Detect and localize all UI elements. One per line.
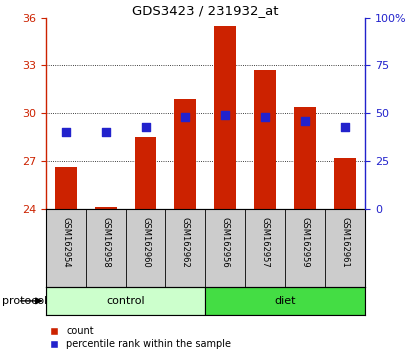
Text: GSM162957: GSM162957 — [261, 217, 270, 267]
Point — [62, 130, 69, 135]
Legend: count, percentile rank within the sample: count, percentile rank within the sample — [51, 326, 231, 349]
Point — [342, 124, 349, 130]
Point — [302, 118, 309, 124]
Point — [102, 130, 109, 135]
Text: GSM162956: GSM162956 — [221, 217, 230, 267]
Bar — [334, 158, 356, 209]
Bar — [174, 99, 196, 209]
Text: GSM162958: GSM162958 — [101, 217, 110, 267]
Text: protocol: protocol — [2, 296, 47, 306]
Bar — [294, 107, 316, 209]
Bar — [134, 137, 156, 209]
Bar — [254, 70, 276, 209]
Text: GSM162962: GSM162962 — [181, 217, 190, 267]
Point — [142, 124, 149, 130]
Point — [222, 112, 229, 118]
Text: GSM162960: GSM162960 — [141, 217, 150, 267]
Text: GSM162961: GSM162961 — [341, 217, 350, 267]
Point — [182, 114, 189, 120]
Bar — [95, 207, 117, 209]
Bar — [46, 287, 205, 315]
Point — [262, 114, 269, 120]
Text: control: control — [106, 296, 145, 306]
Text: GSM162959: GSM162959 — [301, 217, 310, 267]
Bar — [215, 25, 237, 209]
Bar — [55, 167, 77, 209]
Text: diet: diet — [275, 296, 296, 306]
Title: GDS3423 / 231932_at: GDS3423 / 231932_at — [132, 4, 279, 17]
Text: GSM162954: GSM162954 — [61, 217, 70, 267]
Bar — [205, 287, 365, 315]
